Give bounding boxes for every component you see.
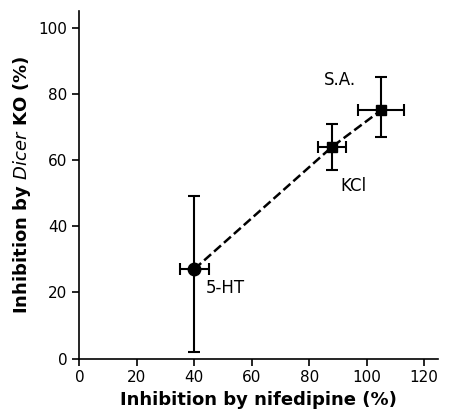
Text: 5-HT: 5-HT — [206, 279, 245, 297]
X-axis label: Inhibition by nifedipine (%): Inhibition by nifedipine (%) — [121, 391, 397, 409]
Text: S.A.: S.A. — [324, 71, 356, 89]
Y-axis label: Inhibition by $\it{Dicer}$ KO (%): Inhibition by $\it{Dicer}$ KO (%) — [11, 55, 33, 314]
Text: KCl: KCl — [341, 176, 367, 194]
